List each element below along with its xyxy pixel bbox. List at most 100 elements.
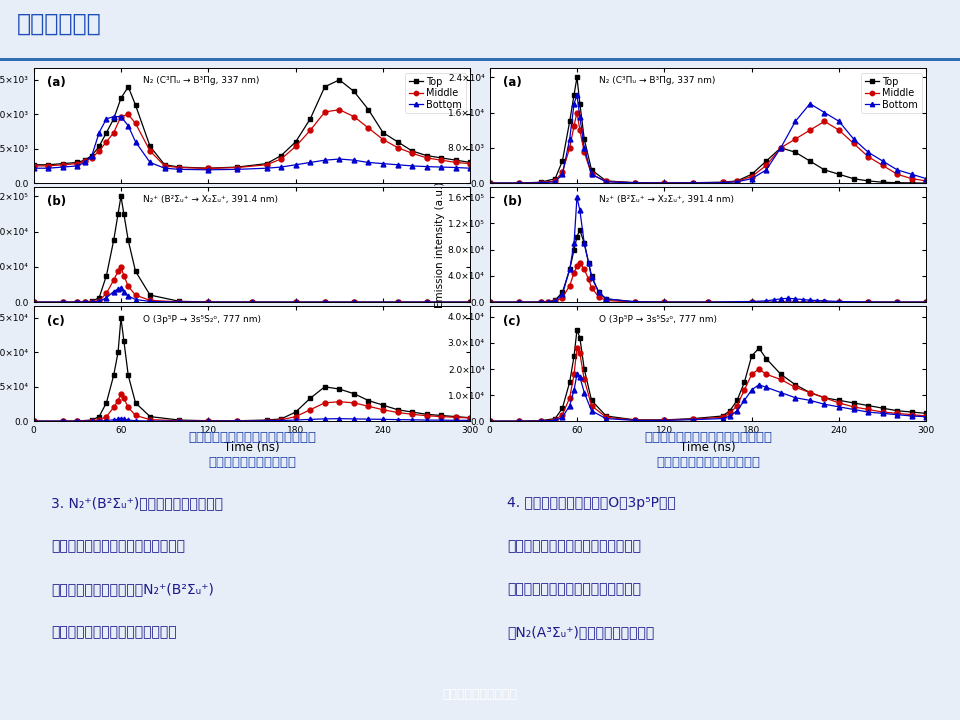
Middle [28,161,39,170]
Middle [921,412,932,420]
Top [101,399,112,408]
Top [276,415,287,423]
Bottom [304,158,316,167]
Middle [290,413,301,421]
Middle [557,293,568,302]
Bottom [571,193,583,202]
Middle [717,178,729,186]
Middle [304,126,316,135]
Bottom [630,416,641,425]
Top [334,384,346,393]
Middle [57,298,68,307]
Middle [377,135,389,144]
Bottom [436,416,447,425]
Top [659,298,670,307]
Top [392,298,403,307]
Bottom [760,383,772,392]
Top [319,298,330,307]
Bottom [57,163,68,171]
Line: Top: Top [31,315,473,423]
Top [579,135,590,143]
Middle [804,388,816,397]
Bottom [377,159,389,168]
Middle [304,405,316,414]
Bottom [775,388,786,397]
Text: (b): (b) [47,195,66,209]
Bottom [79,158,90,167]
Top [600,412,612,420]
Top [804,157,816,166]
Top [862,298,874,307]
Middle [586,284,597,292]
Bottom [484,417,495,426]
Bottom [630,179,641,187]
Bottom [118,415,130,423]
Top [436,411,447,420]
Middle [101,138,112,146]
Bottom [833,297,845,306]
Top [892,407,903,415]
Top [848,399,859,408]
Line: Bottom: Bottom [31,286,473,305]
Legend: Top, Middle, Bottom: Top, Middle, Bottom [405,73,466,113]
Middle [123,282,134,291]
Top [921,179,932,187]
Bottom [513,417,524,426]
Middle [42,161,54,170]
Middle [203,164,214,173]
Middle [93,415,105,424]
Middle [568,370,580,379]
Top [348,390,360,398]
Middle [732,401,743,410]
Top [535,416,546,425]
Bottom [276,163,287,171]
Bottom [450,163,462,172]
Top [392,405,403,414]
Middle [574,258,586,267]
Middle [71,298,84,307]
Middle [334,397,346,406]
Middle [892,298,903,307]
Bottom [436,163,447,171]
Top [93,413,105,421]
Bottom [789,117,801,126]
Middle [687,415,699,423]
Top [659,415,670,424]
Text: 3. N₂⁺(B²Σᵤ⁺)对应的发射光谱强度主: 3. N₂⁺(B²Σᵤ⁺)对应的发射光谱强度主 [51,496,223,510]
Top [574,333,586,342]
Bottom [586,273,597,282]
Top [42,161,54,169]
Bottom [557,413,568,422]
Middle [571,108,583,117]
Bottom [789,393,801,402]
Line: Top: Top [31,194,473,305]
Bottom [334,155,346,163]
Middle [703,298,714,307]
Middle [630,297,641,306]
Top [465,413,476,422]
Bottom [568,239,580,248]
Bottom [593,288,605,297]
Bottom [746,297,757,306]
Bottom [348,298,360,307]
Top [144,291,156,300]
Bottom [304,415,316,423]
Line: Bottom: Bottom [31,114,473,172]
Middle [717,413,729,422]
Bottom [261,416,273,425]
Top [101,128,112,137]
Top [123,236,134,245]
Bottom [549,416,561,425]
Middle [804,126,816,135]
Bottom [290,161,301,169]
Middle [746,298,757,307]
Middle [579,265,590,274]
Top [586,396,597,405]
Text: 应的发射光谱强度的时空分布: 应的发射光谱强度的时空分布 [656,456,760,469]
Text: (a): (a) [503,76,521,89]
Bottom [804,99,816,108]
Top [819,393,830,402]
Bottom [363,158,374,167]
Middle [568,122,580,130]
Top [420,298,432,307]
